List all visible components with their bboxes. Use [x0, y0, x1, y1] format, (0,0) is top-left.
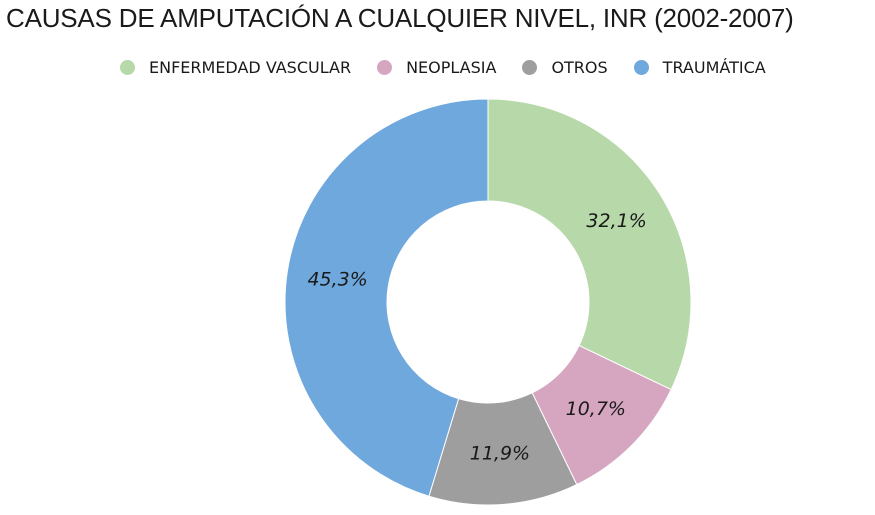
- legend-item-neoplasia: NEOPLASIA: [377, 58, 496, 77]
- legend-label-enfermedad-vascular: ENFERMEDAD VASCULAR: [149, 58, 352, 77]
- legend-swatch-otros: [522, 60, 538, 75]
- chart-legend: ENFERMEDAD VASCULAR NEOPLASIA OTROS TRAU…: [120, 58, 766, 77]
- legend-swatch-enfermedad-vascular: [120, 60, 135, 75]
- data-label-traumatica: 45,3%: [307, 269, 367, 291]
- legend-swatch-neoplasia: [377, 60, 393, 75]
- legend-item-traumatica: TRAUMÁTICA: [633, 58, 766, 77]
- legend-label-otros: OTROS: [551, 58, 608, 77]
- chart-title: CAUSAS DE AMPUTACIÓN A CUALQUIER NIVEL, …: [6, 3, 794, 33]
- legend-item-otros: OTROS: [522, 58, 608, 77]
- legend-label-neoplasia: NEOPLASIA: [406, 58, 497, 77]
- legend-label-traumatica: TRAUMÁTICA: [662, 58, 766, 77]
- donut-slice-enfermedad-vascular: [487, 98, 692, 391]
- data-label-otros: 11,9%: [470, 443, 530, 465]
- data-label-enfermedad-vascular: 32,1%: [586, 210, 646, 232]
- donut-slice-traumatica: [284, 98, 489, 497]
- legend-swatch-traumatica: [633, 60, 649, 75]
- data-label-neoplasia: 10,7%: [566, 398, 626, 420]
- legend-item-enfermedad-vascular: ENFERMEDAD VASCULAR: [120, 58, 351, 77]
